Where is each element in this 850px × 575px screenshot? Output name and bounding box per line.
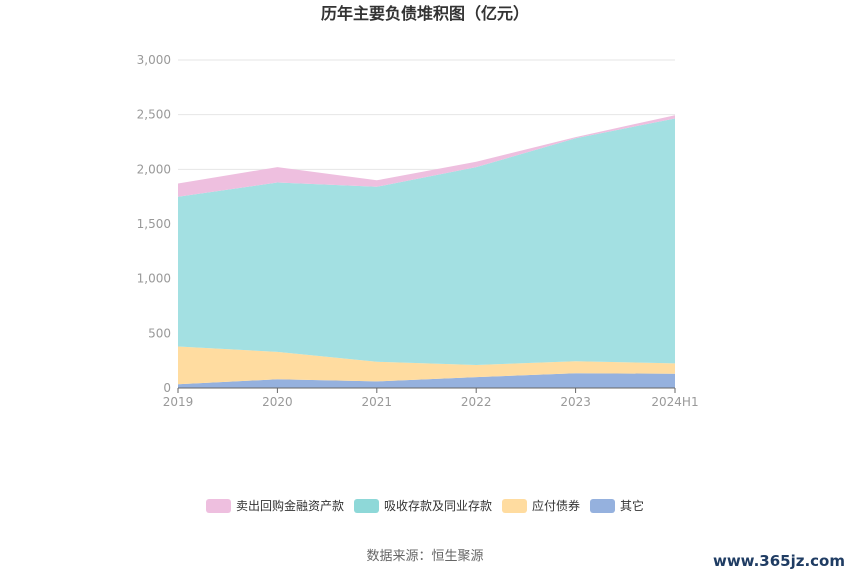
area-series xyxy=(178,115,675,388)
y-tick-label: 2,500 xyxy=(137,108,171,122)
legend: 卖出回购金融资产款 吸收存款及同业存款 应付债券 其它 xyxy=(206,498,644,513)
y-tick-label: 2,000 xyxy=(137,162,171,176)
y-tick-label: 500 xyxy=(148,326,171,340)
legend-label: 其它 xyxy=(620,498,644,513)
legend-swatch xyxy=(206,499,231,513)
area-series-path xyxy=(178,115,675,197)
y-tick-label: 1,000 xyxy=(137,272,171,286)
chart-title: 历年主要负债堆积图（亿元） xyxy=(321,4,529,23)
x-tick-label: 2019 xyxy=(163,395,194,409)
area-series-path xyxy=(178,373,675,388)
legend-label: 应付债券 xyxy=(532,498,580,513)
y-tick-label: 0 xyxy=(163,381,171,395)
x-tick-label: 2022 xyxy=(461,395,492,409)
area-series-path xyxy=(178,118,675,365)
x-tick-label: 2023 xyxy=(560,395,591,409)
legend-swatch xyxy=(502,499,527,513)
legend-label: 吸收存款及同业存款 xyxy=(384,499,492,513)
x-tick-label: 2021 xyxy=(362,395,393,409)
axes: 0 500 1,000 1,500 2,000 2,500 3,000 2019 2020 202… xyxy=(137,53,699,409)
y-tick-label: 3,000 xyxy=(137,53,171,67)
watermark: www.365jz.com xyxy=(713,552,845,570)
data-source: 数据来源：恒生聚源 xyxy=(366,549,483,564)
legend-label: 卖出回购金融资产款 xyxy=(236,498,344,513)
area-series-path xyxy=(178,346,675,385)
x-tick-label: 2020 xyxy=(262,395,293,409)
legend-swatch xyxy=(590,499,615,513)
y-tick-label: 1,500 xyxy=(137,217,171,231)
legend-swatch xyxy=(354,499,379,513)
x-tick-label: 2024H1 xyxy=(651,395,698,409)
